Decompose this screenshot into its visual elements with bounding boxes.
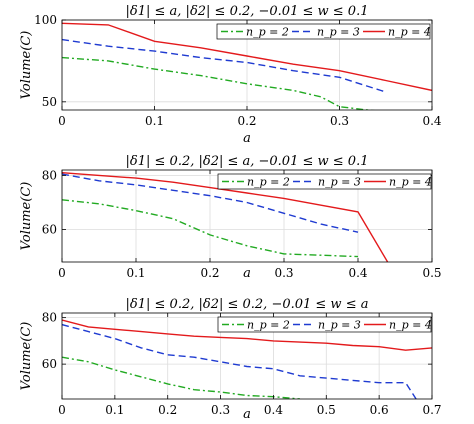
x-tick-label: 0.3	[274, 266, 293, 280]
y-axis-label: Volume(C)	[19, 31, 34, 100]
legend-entry-label: n_p = 2	[246, 26, 289, 39]
legend-entry-label: n_p = 4	[389, 319, 432, 332]
series-line-np4	[62, 172, 389, 262]
series-line-np2	[62, 56, 376, 110]
x-tick-label: 0.1	[105, 403, 124, 417]
axes-frame	[61, 312, 433, 400]
x-tick-label: 0.2	[200, 266, 219, 280]
legend-entry-label: n_p = 2	[247, 319, 290, 332]
series-line-np4	[62, 319, 432, 351]
subplot-1: |δ1| ≤ a, |δ2| ≤ 0.2, −0.01 ≤ w ≤ 0.1 0 0.…	[19, 4, 442, 146]
series-line-np3	[62, 323, 417, 399]
axes-frame	[61, 169, 433, 263]
series-line-np2	[62, 199, 359, 258]
x-tick-label: 0.3	[211, 403, 230, 417]
legend: n_p = 2 n_p = 3 n_p = 4	[216, 23, 431, 40]
series-line-np2	[62, 356, 300, 399]
legend-entry-label: n_p = 4	[389, 176, 432, 189]
x-tick-label: 0.5	[422, 266, 441, 280]
legend-box	[217, 173, 432, 190]
x-tick-label: 0.1	[126, 266, 145, 280]
legend: n_p = 2 n_p = 3 n_p = 4	[217, 173, 432, 190]
subplot-title: |δ1| ≤ a, |δ2| ≤ 0.2, −0.01 ≤ w ≤ 0.1	[126, 4, 369, 19]
legend-entry-label: n_p = 3	[318, 176, 361, 189]
x-tick-label: 0.6	[370, 403, 389, 417]
x-tick-label: 0.4	[422, 114, 441, 128]
legend-entry-label: n_p = 2	[247, 176, 290, 189]
subplot-title: |δ1| ≤ 0.2, |δ2| ≤ a, −0.01 ≤ w ≤ 0.1	[126, 154, 369, 169]
series-line-np3	[62, 38, 386, 93]
y-tick-label: 80	[42, 168, 57, 182]
y-axis-label: Volume(C)	[19, 182, 34, 251]
legend-box	[217, 316, 432, 333]
series-line-np3	[62, 173, 359, 233]
x-axis-label: a	[243, 266, 251, 281]
x-tick-label: 0.1	[145, 114, 164, 128]
legend-entry-label: n_p = 3	[318, 319, 361, 332]
subplot-title: |δ1| ≤ 0.2, |δ2| ≤ 0.2, −0.01 ≤ w ≤ a	[126, 297, 369, 312]
x-tick-label: 0	[58, 114, 66, 128]
x-tick-label: 0	[58, 403, 66, 417]
legend: n_p = 2 n_p = 3 n_p = 4	[217, 316, 432, 333]
x-tick-label: 0.4	[348, 266, 367, 280]
series-line-np4	[62, 22, 432, 92]
x-tick-label: 0.2	[237, 114, 256, 128]
x-tick-label: 0.3	[330, 114, 349, 128]
x-tick-label: 0.4	[264, 403, 283, 417]
y-tick-label: 50	[42, 95, 57, 109]
subplot-2: |δ1| ≤ 0.2, |δ2| ≤ a, −0.01 ≤ w ≤ 0.1 0 0.…	[19, 154, 442, 281]
y-axis-label: Volume(C)	[19, 322, 34, 391]
legend-entry-label: n_p = 4	[388, 26, 431, 39]
x-tick-label: 0	[58, 266, 66, 280]
x-axis-label: a	[243, 131, 251, 146]
y-tick-label: 100	[34, 13, 57, 27]
y-tick-label: 60	[42, 223, 57, 237]
legend-entry-label: n_p = 3	[317, 26, 360, 39]
legend-box	[216, 23, 431, 40]
subplot-3: |δ1| ≤ 0.2, |δ2| ≤ 0.2, −0.01 ≤ w ≤ a 0 0.…	[19, 297, 442, 422]
y-tick-label: 60	[42, 357, 57, 371]
x-axis-label: a	[243, 407, 251, 422]
x-tick-label: 0.2	[158, 403, 177, 417]
x-tick-label: 0.5	[317, 403, 336, 417]
y-tick-label: 80	[42, 311, 57, 325]
x-tick-label: 0.7	[422, 403, 441, 417]
